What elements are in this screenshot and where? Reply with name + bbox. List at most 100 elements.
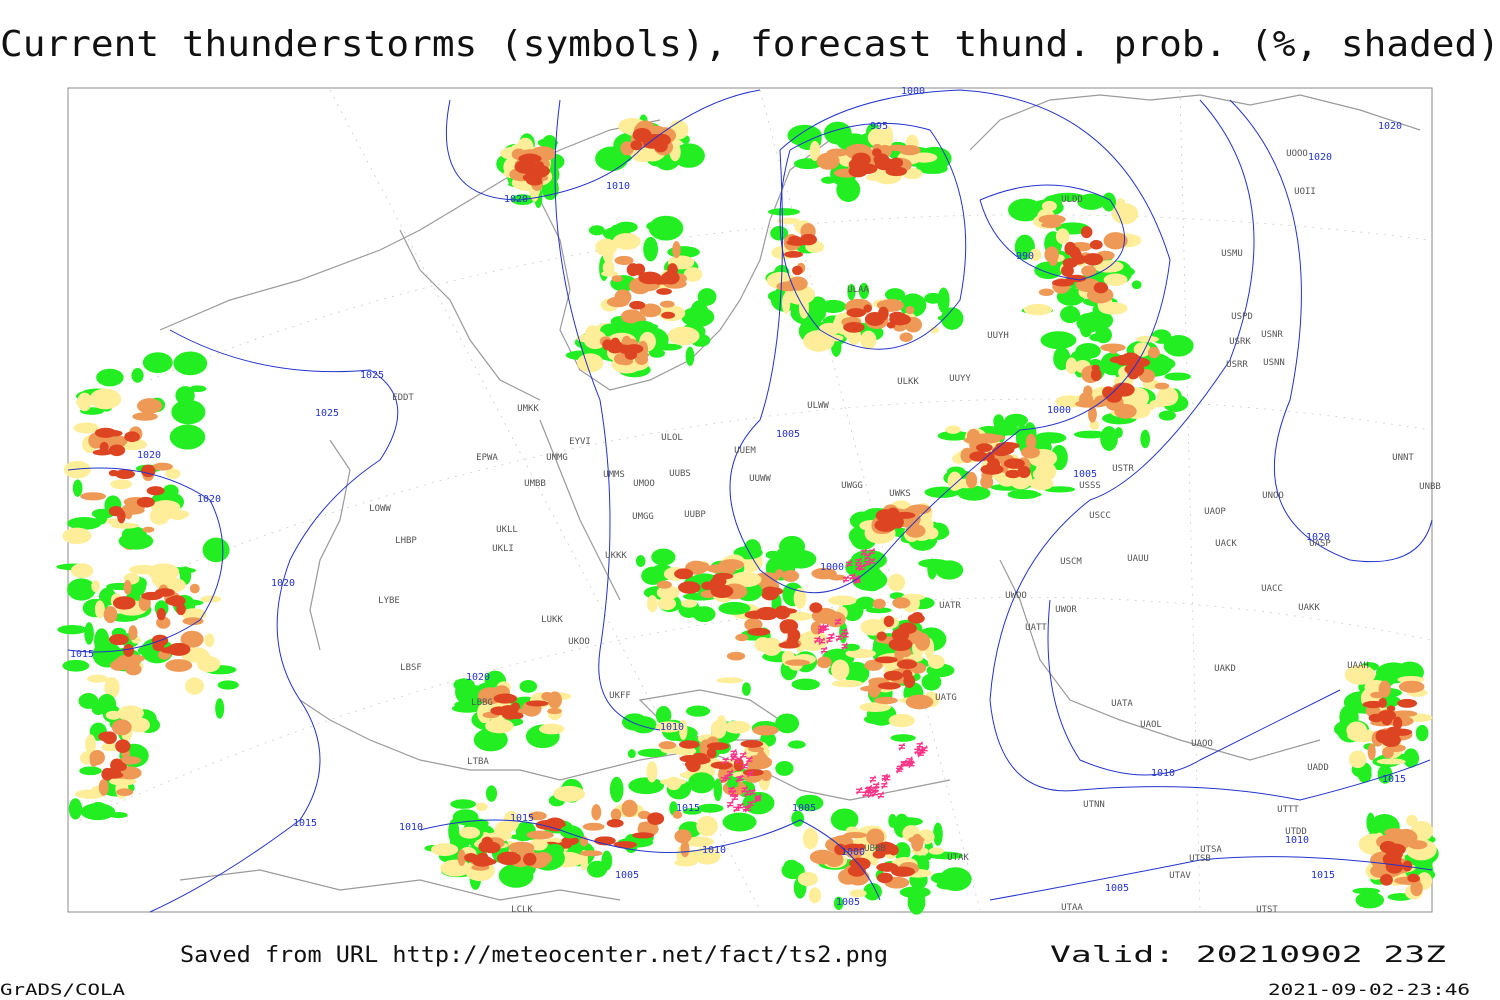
shaded-cell <box>535 161 544 169</box>
station-label: UNOO <box>1262 491 1284 501</box>
coastline <box>999 559 1321 761</box>
shaded-cell <box>142 352 173 374</box>
isobar-label: 1020 <box>271 578 295 589</box>
storm-symbol: ≠ <box>820 621 827 635</box>
station-label: LOWW <box>369 504 391 514</box>
station-label: UTAV <box>1169 871 1191 881</box>
shaded-cell <box>57 624 87 635</box>
shaded-cell <box>1032 469 1044 480</box>
source-url: Saved from URL http://meteocenter.net/fa… <box>180 943 888 968</box>
shaded-cell <box>793 587 807 609</box>
shaded-cell <box>908 836 925 844</box>
isobar <box>149 329 399 913</box>
shaded-cell <box>108 469 119 477</box>
shaded-cell <box>1025 433 1037 450</box>
shaded-cell <box>1007 489 1040 500</box>
shaded-cell <box>147 563 180 581</box>
shaded-cell <box>620 309 643 324</box>
shaded-cell <box>681 599 698 608</box>
shaded-cell <box>820 299 847 314</box>
shaded-cell <box>831 679 864 688</box>
shaded-cell <box>99 441 109 454</box>
shaded-cell <box>831 659 850 681</box>
storm-symbol: ≠ <box>873 779 880 793</box>
station-label: UTAA <box>1061 903 1083 913</box>
shaded-cell <box>544 817 566 832</box>
storm-symbol: ≠ <box>862 786 869 800</box>
station-label: UMKK <box>517 404 539 414</box>
shaded-cell <box>797 871 818 887</box>
shaded-cell <box>856 843 866 851</box>
storm-symbol: ≠ <box>722 754 729 768</box>
shaded-cell <box>834 843 847 856</box>
shaded-cell <box>903 674 916 688</box>
shaded-cell <box>108 634 129 646</box>
shaded-cell <box>1038 214 1066 225</box>
shaded-cell <box>760 586 779 601</box>
shaded-cell <box>641 566 665 585</box>
shaded-cell <box>761 637 782 656</box>
shaded-cell <box>694 846 721 865</box>
isobar-label: 1005 <box>776 429 800 440</box>
border <box>309 439 351 651</box>
shaded-cell <box>1127 368 1140 380</box>
isobar <box>779 122 967 350</box>
shaded-cell <box>845 648 877 659</box>
shaded-cell <box>611 275 623 282</box>
probability-shading: ≠≠ ≠≠≠≠≠≠≠≠≠ ≠≠≠≠≠≠≠≠≠≠≠≠≠≠≠≠≠≠≠≠≠≠ ≠≠≠≠≠≠≠… <box>56 114 1439 915</box>
isobar <box>554 99 661 731</box>
shaded-cell <box>896 659 918 669</box>
shaded-cell <box>902 168 923 180</box>
station-label: LBBG <box>471 698 493 708</box>
shaded-cell <box>1163 335 1194 357</box>
shaded-cell <box>1135 335 1160 343</box>
shaded-cell <box>1377 764 1393 784</box>
isobar <box>419 819 881 901</box>
station-label: UMMG <box>546 453 568 463</box>
shaded-cell <box>914 632 931 651</box>
shaded-cell <box>928 847 944 855</box>
shaded-cell <box>1347 729 1380 743</box>
storm-symbol: ≠ <box>896 763 903 777</box>
shaded-cell <box>165 659 193 672</box>
shaded-cell <box>475 802 488 811</box>
shaded-cell <box>656 580 672 589</box>
isobar-label: 1015 <box>70 649 94 660</box>
shaded-cell <box>740 740 764 748</box>
shaded-cell <box>1376 758 1406 765</box>
storm-symbol: ≠ <box>906 756 913 770</box>
storm-symbol: ≠ <box>818 634 825 648</box>
shaded-cell <box>1004 413 1028 427</box>
shaded-cell <box>123 580 132 595</box>
station-label: USTR <box>1112 464 1134 474</box>
shaded-cell <box>716 763 731 770</box>
shaded-cell <box>1380 873 1393 886</box>
shaded-cell <box>818 322 840 336</box>
shaded-cell <box>117 705 144 721</box>
shaded-cell <box>457 849 466 867</box>
shaded-cell <box>778 641 800 649</box>
shaded-cell <box>1048 255 1058 266</box>
shaded-cell <box>692 752 708 760</box>
shaded-cell <box>860 330 877 350</box>
shaded-cell <box>1052 278 1075 287</box>
shaded-cell <box>1043 486 1076 493</box>
storm-symbol: ≠ <box>729 786 736 800</box>
shaded-cell <box>1362 700 1385 709</box>
shaded-cell <box>752 725 779 736</box>
station-label: USMU <box>1221 249 1243 259</box>
station-label: UWOR <box>1055 605 1077 615</box>
shaded-cell <box>537 138 558 148</box>
shaded-cell <box>957 485 991 501</box>
shaded-cell <box>1392 716 1403 730</box>
shaded-cell <box>63 460 91 479</box>
shaded-cell <box>892 597 911 609</box>
shaded-cell <box>821 176 837 184</box>
shaded-cell <box>91 580 101 593</box>
shaded-cell <box>729 571 762 588</box>
shaded-cell <box>885 288 906 302</box>
coastline <box>179 869 621 901</box>
station-label: LHBP <box>395 536 417 546</box>
shaded-cell <box>584 325 601 343</box>
shaded-cell <box>711 575 727 587</box>
